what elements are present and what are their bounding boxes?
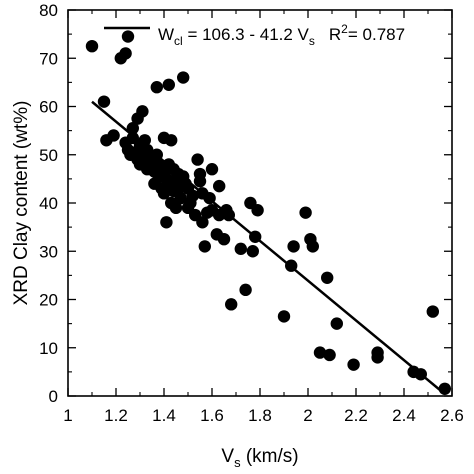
data-point	[191, 153, 204, 166]
data-point	[371, 346, 384, 359]
x-tick-label: 1.4	[152, 406, 176, 425]
y-tick-label: 0	[49, 387, 58, 406]
data-point	[121, 30, 135, 43]
legend-w: W	[158, 25, 174, 44]
data-point	[169, 201, 183, 215]
data-point	[213, 179, 226, 193]
data-point	[347, 358, 360, 371]
y-tick-label: 70	[39, 49, 58, 68]
data-point	[217, 232, 231, 246]
legend-equation-body: = 106.3 - 41.2 V	[183, 25, 310, 44]
x-tick-label: 2.2	[344, 406, 368, 425]
fit-line	[91, 100, 446, 395]
data-point	[426, 305, 439, 318]
data-point	[157, 187, 171, 200]
data-point	[277, 310, 291, 323]
data-point	[119, 47, 132, 60]
y-tick-label: 50	[39, 146, 58, 165]
data-point	[246, 245, 259, 258]
x-tick-label: 1.8	[248, 406, 272, 425]
legend-r2-superscript: 2	[341, 22, 348, 36]
x-tick-label: 2.4	[392, 406, 416, 425]
data-point	[225, 298, 238, 311]
data-point	[126, 122, 139, 135]
x-axis-title-v: V	[221, 446, 234, 467]
legend-w-subscript: cl	[174, 34, 183, 48]
data-point	[174, 191, 187, 205]
data-point	[150, 81, 163, 94]
data-point	[136, 105, 149, 118]
legend-equation: Wcl = 106.3 - 41.2 Vs R2= 0.787	[158, 22, 405, 48]
data-point	[165, 134, 178, 147]
plot-frame	[67, 9, 453, 397]
data-point	[321, 271, 334, 284]
y-tick-labels: 0 10 20 30 40 50 60 70 80	[39, 1, 58, 406]
y-tick-label: 10	[39, 339, 58, 358]
y-tick-label: 80	[39, 1, 58, 20]
data-point	[177, 71, 190, 84]
x-tick-labels: 1 1.2 1.4 1.6 1.8 2 2.2 2.4 2.6	[63, 406, 464, 425]
fit-line-group	[91, 100, 446, 395]
legend-r2-value: = 0.787	[348, 25, 405, 44]
x-axis-title-subscript: s	[234, 455, 241, 470]
data-point	[234, 242, 247, 256]
data-point	[239, 283, 252, 297]
x-tick-label: 2.6	[440, 406, 464, 425]
y-tick-label: 30	[39, 242, 58, 261]
data-point	[107, 129, 120, 142]
plot-area	[67, 9, 453, 397]
data-point	[287, 240, 300, 253]
data-point	[186, 189, 199, 202]
data-point	[313, 346, 327, 359]
axis-ticks	[67, 9, 453, 397]
data-point	[160, 216, 173, 229]
data-point	[205, 163, 219, 176]
data-point	[306, 240, 319, 253]
data-point	[198, 240, 211, 253]
x-tick-label: 2	[303, 406, 312, 425]
y-tick-label: 20	[39, 291, 58, 310]
x-axis-title-unit: (km/s)	[241, 446, 299, 467]
data-point	[162, 78, 175, 91]
data-point	[196, 216, 209, 229]
x-tick-label: 1	[63, 406, 72, 425]
y-tick-label: 40	[39, 194, 58, 213]
x-tick-label: 1.6	[200, 406, 224, 425]
data-point	[323, 348, 336, 362]
x-tick-label: 1.2	[104, 406, 128, 425]
data-point	[85, 39, 99, 53]
y-axis-title: XRD Clay content (wt%)	[11, 101, 32, 306]
data-point	[193, 175, 207, 188]
data-point	[330, 317, 343, 330]
legend-r: R	[329, 25, 341, 44]
data-point	[97, 95, 111, 108]
legend-vs-subscript: s	[309, 34, 315, 48]
data-point	[299, 206, 312, 219]
y-tick-label: 60	[39, 98, 58, 117]
data-points	[85, 30, 451, 395]
data-point	[251, 204, 264, 217]
legend: Wcl = 106.3 - 41.2 Vs R2= 0.787	[104, 22, 405, 48]
x-axis-title: Vs (km/s)	[221, 446, 298, 470]
